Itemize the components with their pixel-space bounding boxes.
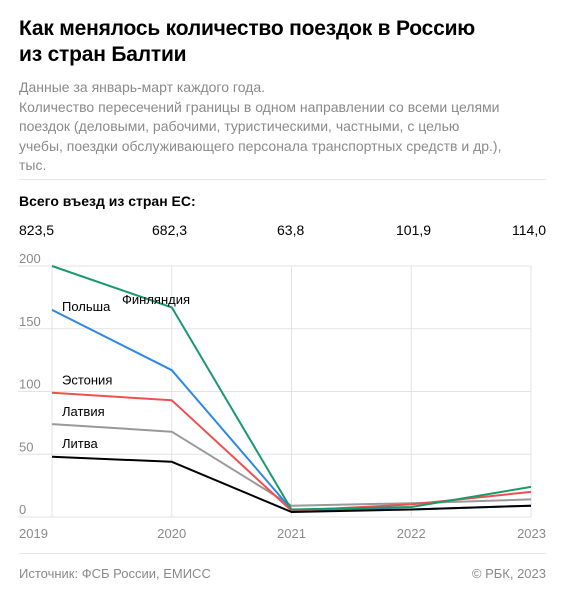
y-tick-label: 150 xyxy=(19,314,41,329)
series-label: Литва xyxy=(62,436,99,451)
series-label: Эстония xyxy=(62,372,112,387)
series-line-1 xyxy=(51,265,532,511)
series-label: Финляндия xyxy=(122,292,190,307)
copyright: © РБК, 2023 xyxy=(471,566,546,581)
subtitle-line: Количество пересечений границы в одном н… xyxy=(19,98,500,115)
subtitle-line: тыс. xyxy=(19,157,47,173)
chart-title: Как менялось количество поездок в Россию… xyxy=(19,16,549,68)
series-label: Польша xyxy=(62,299,111,314)
subtitle-line: поездок (деловыми, рабочими, туристическ… xyxy=(19,118,460,134)
chart-subtitle: Данные за январь-март каждого года. Коли… xyxy=(19,78,549,176)
title-line-2: из стран Балтии xyxy=(19,43,187,66)
series-line-5 xyxy=(51,455,532,513)
y-tick-label: 50 xyxy=(19,439,33,454)
total-value-2020: 682,3 xyxy=(152,222,188,238)
source-note: Источник: ФСБ России, ЕМИСС xyxy=(19,566,211,581)
series-label: Латвия xyxy=(62,404,105,419)
subtitle-line: учебы, поездки обслуживающего персонала … xyxy=(19,137,502,154)
totals-title: Всего въезд из стран ЕС: xyxy=(19,193,196,209)
x-tick-label: 2021 xyxy=(277,526,306,541)
x-tick-label: 2022 xyxy=(397,526,426,541)
x-tick-label: 2019 xyxy=(19,526,48,541)
total-value-2022: 101,9 xyxy=(396,222,432,238)
subtitle-line: Данные за январь-март каждого года. xyxy=(19,79,266,95)
divider xyxy=(19,179,546,180)
title-line-1: Как менялось количество поездок в Россию xyxy=(19,17,476,40)
y-tick-label: 0 xyxy=(19,502,26,517)
y-tick-label: 200 xyxy=(19,251,41,266)
y-tick-label: 100 xyxy=(19,377,41,392)
total-value-2023: 114,0 xyxy=(512,222,546,238)
footer-divider xyxy=(19,553,546,554)
x-tick-label: 2020 xyxy=(157,526,186,541)
total-value-2019: 823,5 xyxy=(19,222,55,238)
series-line-4 xyxy=(51,423,532,507)
total-value-2021: 63,8 xyxy=(277,222,305,238)
x-tick-label: 2023 xyxy=(517,526,546,541)
